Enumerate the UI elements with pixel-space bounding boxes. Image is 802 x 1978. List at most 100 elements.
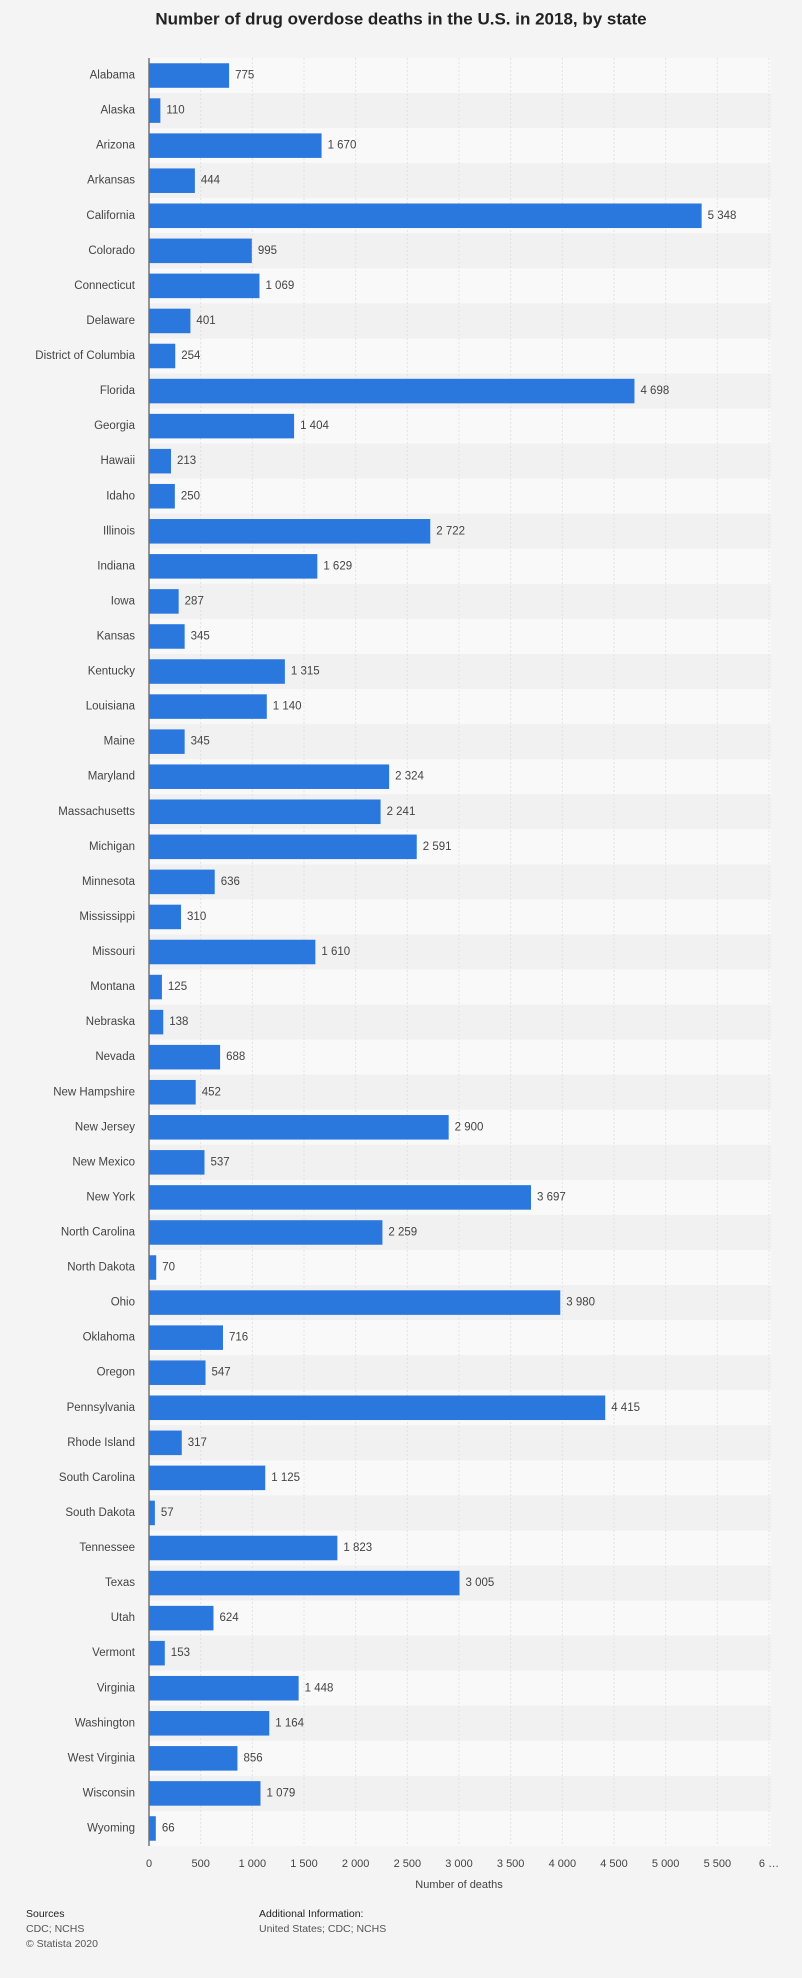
bar <box>149 694 267 719</box>
y-tick-label: Maryland <box>88 771 135 783</box>
x-tick-label: 5 500 <box>704 1858 732 1870</box>
y-tick-label: New Jersey <box>75 1121 135 1133</box>
value-label: 70 <box>162 1262 175 1274</box>
y-tick-label: Arkansas <box>87 175 135 187</box>
value-label: 317 <box>188 1437 207 1449</box>
y-tick-label: Oklahoma <box>83 1332 136 1344</box>
y-tick-label: Missouri <box>92 946 135 958</box>
value-label: 2 259 <box>388 1227 417 1239</box>
value-label: 1 125 <box>271 1472 300 1484</box>
bar <box>149 1255 157 1280</box>
value-label: 716 <box>229 1332 248 1344</box>
y-tick-label: Tennessee <box>79 1542 135 1554</box>
y-tick-label: New Mexico <box>72 1156 135 1168</box>
value-label: 138 <box>169 1016 188 1028</box>
y-tick-label: Michigan <box>89 841 135 853</box>
y-tick-label: Arizona <box>96 140 136 152</box>
row-stripe <box>149 1635 771 1671</box>
row-stripe <box>149 1039 771 1075</box>
y-tick-label: Oregon <box>97 1367 135 1379</box>
y-tick-label: Maine <box>104 736 135 748</box>
bar <box>149 1640 165 1666</box>
row-stripe <box>149 1810 771 1846</box>
row-stripe <box>149 1740 771 1776</box>
x-tick-label: 1 500 <box>290 1858 318 1870</box>
sources-title: Sources <box>26 1908 65 1920</box>
bar <box>149 1079 196 1105</box>
y-tick-label: Idaho <box>106 490 135 502</box>
y-tick-label: Indiana <box>97 560 135 572</box>
bar <box>149 589 179 614</box>
bar <box>149 1816 156 1841</box>
y-tick-label: North Carolina <box>61 1227 136 1239</box>
value-label: 2 722 <box>436 525 465 537</box>
bar <box>149 378 635 404</box>
row-stripe <box>149 93 771 129</box>
y-tick-label: West Virginia <box>68 1752 136 1764</box>
bar <box>149 519 431 544</box>
value-label: 3 980 <box>566 1297 595 1309</box>
info-title: Additional Information: <box>259 1908 363 1920</box>
bar <box>149 1535 338 1561</box>
y-tick-label: Hawaii <box>100 455 135 467</box>
bar <box>149 1115 449 1140</box>
y-tick-label: Virginia <box>97 1682 136 1694</box>
value-label: 636 <box>221 876 240 888</box>
y-tick-label: Colorado <box>88 245 135 257</box>
value-label: 856 <box>243 1752 262 1764</box>
value-label: 775 <box>235 70 254 82</box>
y-tick-label: Vermont <box>92 1647 136 1659</box>
row-stripe <box>149 1074 771 1110</box>
bar <box>149 1325 223 1350</box>
bar <box>149 133 322 158</box>
x-tick-label: 500 <box>191 1858 209 1870</box>
bar <box>149 1220 383 1245</box>
value-label: 1 448 <box>305 1682 334 1694</box>
row-stripe <box>149 1004 771 1040</box>
value-label: 254 <box>181 350 201 362</box>
value-label: 310 <box>187 911 206 923</box>
bar <box>149 1044 221 1070</box>
y-tick-label: Florida <box>100 385 136 397</box>
bar <box>149 904 182 930</box>
y-tick-label: Utah <box>111 1612 135 1624</box>
value-label: 1 315 <box>291 666 320 678</box>
y-tick-label: Ohio <box>111 1297 135 1309</box>
bar <box>149 869 215 895</box>
bar <box>149 1500 155 1526</box>
x-tick-label: 0 <box>146 1858 152 1870</box>
y-tick-label: Wyoming <box>87 1823 135 1835</box>
x-tick-label: 2 500 <box>394 1858 422 1870</box>
bar <box>149 1711 270 1736</box>
y-tick-label: Nebraska <box>86 1016 136 1028</box>
x-tick-label: 4 000 <box>549 1858 577 1870</box>
value-label: 4 698 <box>640 385 669 397</box>
x-tick-label: 6 … <box>759 1858 779 1870</box>
y-tick-label: New York <box>86 1191 135 1203</box>
x-tick-label: 5 000 <box>652 1858 680 1870</box>
bar <box>149 413 295 439</box>
bar <box>149 1150 205 1175</box>
value-label: 110 <box>166 105 184 117</box>
bar <box>149 273 260 299</box>
bar <box>149 448 172 474</box>
y-tick-label: Washington <box>75 1717 135 1729</box>
chart-title: Number of drug overdose deaths in the U.… <box>155 9 646 28</box>
y-tick-label: New Hampshire <box>53 1086 135 1098</box>
bar <box>149 834 417 860</box>
y-tick-label: District of Columbia <box>35 350 135 362</box>
y-tick-label: Delaware <box>86 315 135 327</box>
value-label: 213 <box>177 455 196 467</box>
value-label: 1 629 <box>323 560 352 572</box>
row-stripe <box>149 618 771 654</box>
value-label: 547 <box>212 1367 231 1379</box>
sources: CDC; NCHS <box>26 1923 84 1935</box>
value-label: 125 <box>168 981 187 993</box>
y-tick-label: Nevada <box>95 1051 135 1063</box>
value-label: 452 <box>202 1086 221 1098</box>
bar <box>149 1185 532 1210</box>
bar <box>149 659 285 684</box>
bar <box>149 764 390 789</box>
bar <box>149 554 318 579</box>
value-label: 66 <box>162 1823 175 1835</box>
